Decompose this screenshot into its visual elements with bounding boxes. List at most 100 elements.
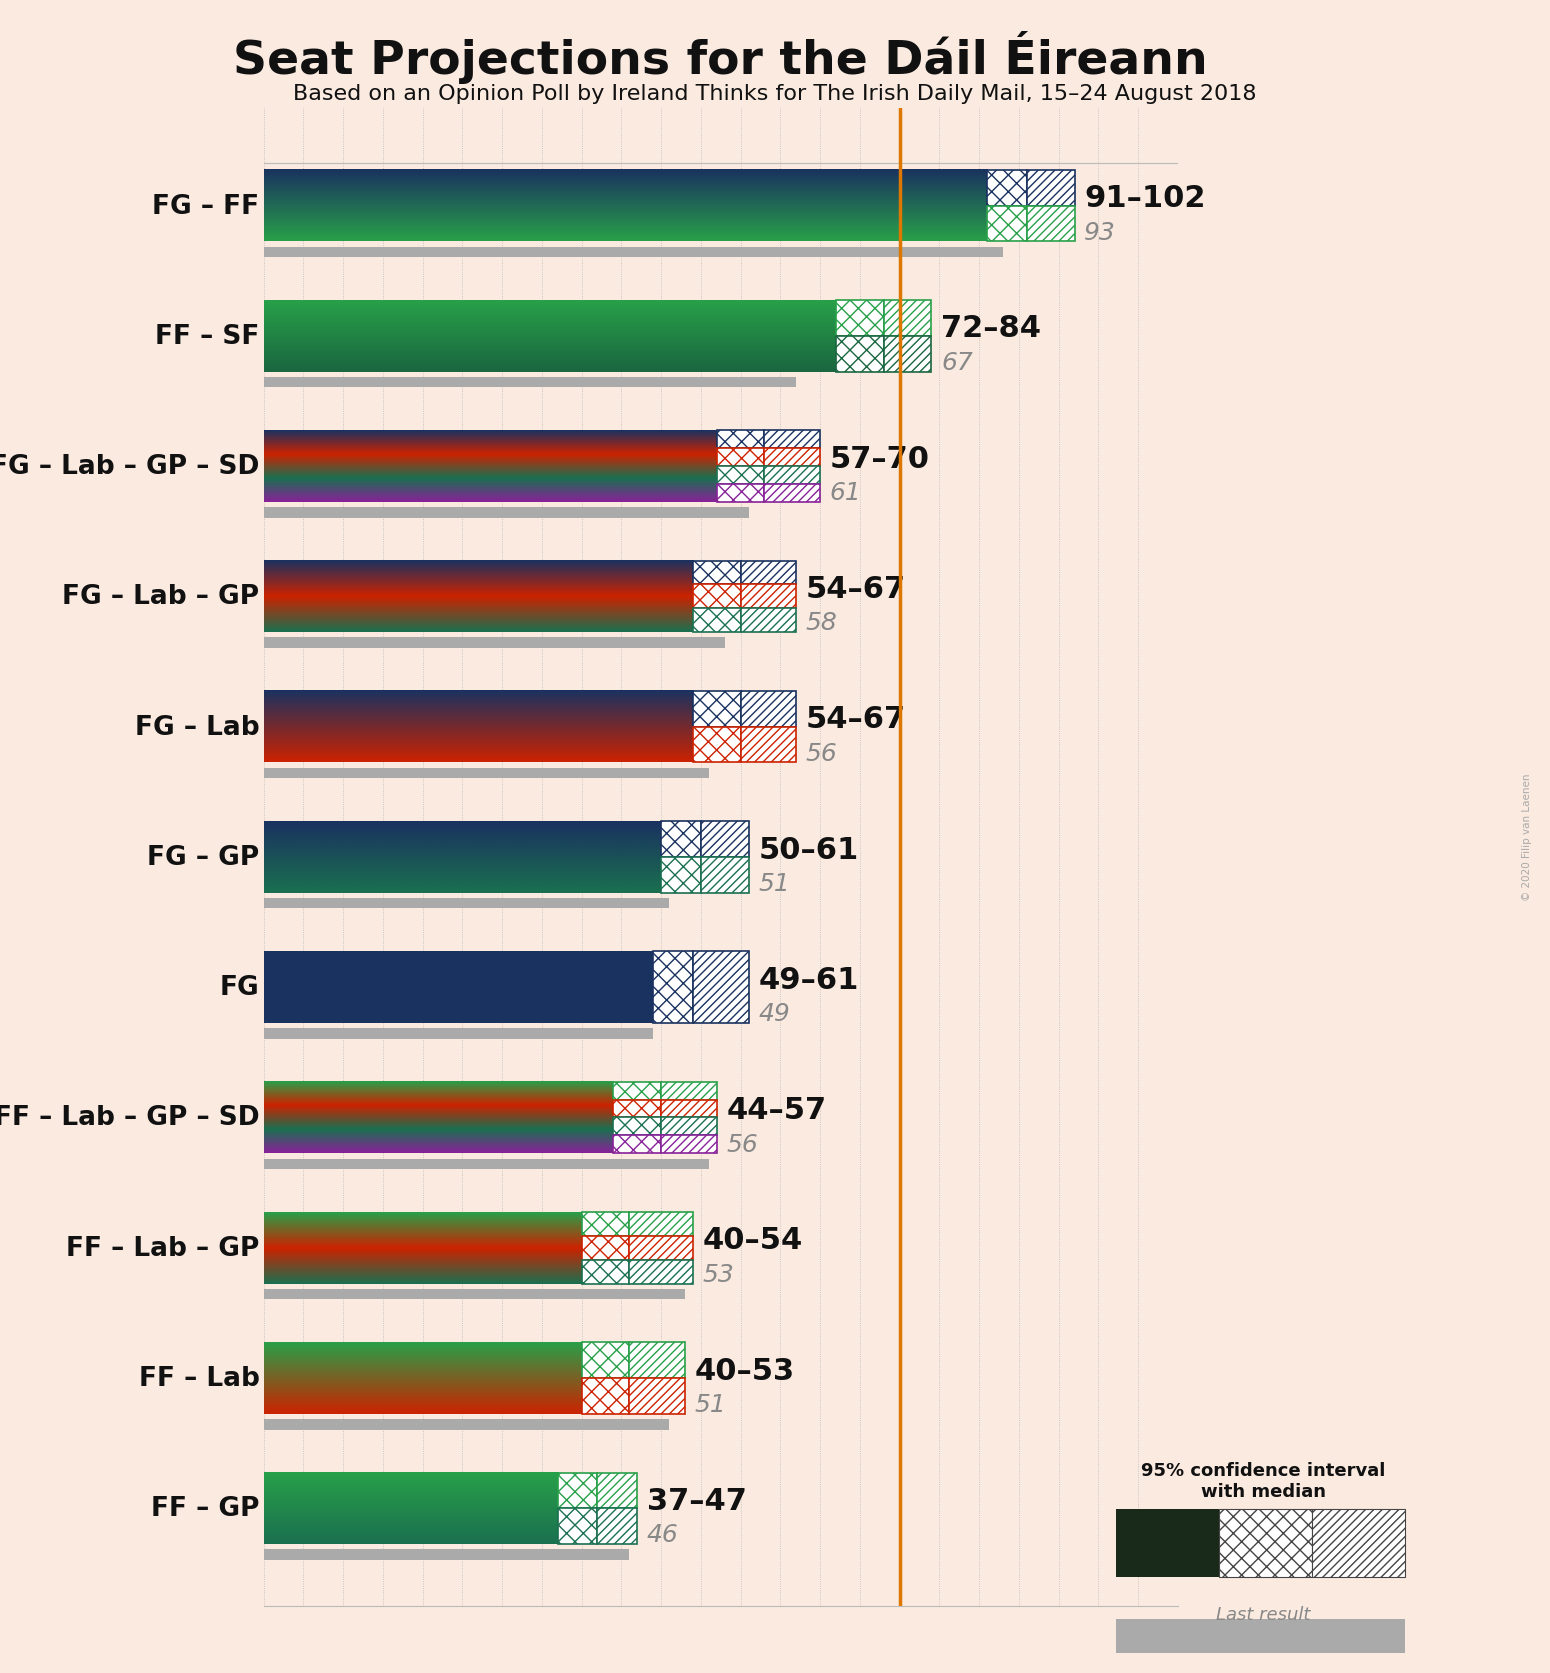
Text: 44–57: 44–57 (727, 1096, 826, 1124)
Bar (716, 448, 764, 467)
Bar (693, 728, 741, 763)
Bar (701, 857, 749, 893)
Bar (581, 1260, 629, 1283)
Bar (987, 206, 1028, 243)
Text: 40–54: 40–54 (702, 1226, 803, 1255)
Bar (597, 1509, 637, 1544)
Bar (764, 485, 820, 502)
Bar (1116, 1509, 1220, 1578)
Text: 91–102: 91–102 (1083, 184, 1206, 212)
Text: 49: 49 (758, 1002, 790, 1026)
Bar (662, 1082, 716, 1099)
Bar (716, 432, 764, 448)
Bar (693, 952, 749, 1024)
Bar (662, 1136, 716, 1154)
Bar (264, 248, 1003, 258)
Bar (264, 637, 725, 649)
Text: 46: 46 (646, 1522, 679, 1546)
Bar (662, 821, 701, 858)
Bar (264, 1029, 653, 1039)
Bar (264, 768, 708, 778)
Bar (883, 301, 932, 336)
Text: 57–70: 57–70 (829, 445, 930, 473)
Bar (614, 1082, 662, 1099)
Text: FG – GP: FG – GP (147, 845, 259, 870)
Bar (741, 560, 797, 586)
Bar (614, 1136, 662, 1154)
Bar (614, 1099, 662, 1118)
Text: FF – GP: FF – GP (150, 1496, 259, 1521)
Text: 40–53: 40–53 (694, 1355, 795, 1385)
Bar (741, 609, 797, 632)
Text: 93: 93 (1083, 221, 1116, 244)
Text: FG – Lab – GP: FG – Lab – GP (62, 584, 259, 611)
Text: 51: 51 (758, 872, 790, 895)
Bar (581, 1236, 629, 1260)
Title: Seat Projections for the Dáil Éireann: Seat Projections for the Dáil Éireann (234, 32, 1207, 84)
Bar (662, 1118, 716, 1136)
Text: FG: FG (220, 975, 259, 1000)
Bar (558, 1472, 597, 1509)
Bar (264, 1288, 685, 1300)
Text: FG – Lab – GP – SD: FG – Lab – GP – SD (0, 453, 259, 480)
Text: FF – SF: FF – SF (155, 323, 259, 350)
Text: 53: 53 (702, 1261, 735, 1287)
Bar (987, 171, 1028, 206)
Bar (693, 609, 741, 632)
Text: © 2020 Filip van Laenen: © 2020 Filip van Laenen (1522, 773, 1531, 900)
Bar (1028, 206, 1074, 243)
Bar (693, 586, 741, 609)
Bar (264, 898, 670, 908)
Text: FG – FF: FG – FF (152, 194, 259, 219)
Text: 51: 51 (694, 1392, 727, 1417)
Bar (716, 485, 764, 502)
Bar (581, 1213, 629, 1236)
Bar (1220, 1509, 1313, 1578)
Bar (653, 952, 693, 1024)
Text: Based on an Opinion Poll by Ireland Thinks for The Irish Daily Mail, 15–24 Augus: Based on an Opinion Poll by Ireland Thin… (293, 84, 1257, 104)
Bar (835, 301, 883, 336)
Bar (264, 1159, 708, 1169)
Bar (558, 1509, 597, 1544)
Bar (693, 560, 741, 586)
Bar (581, 1342, 629, 1379)
Text: FF – Lab – GP: FF – Lab – GP (67, 1235, 259, 1261)
Bar (629, 1260, 693, 1283)
Text: 72–84: 72–84 (941, 315, 1042, 343)
Text: 54–67: 54–67 (806, 704, 905, 734)
Bar (264, 1549, 629, 1559)
Bar (701, 821, 749, 858)
Text: 67: 67 (941, 351, 973, 375)
Bar (741, 728, 797, 763)
Bar (629, 1213, 693, 1236)
Bar (614, 1118, 662, 1136)
Bar (597, 1472, 637, 1509)
Text: 61: 61 (829, 480, 862, 505)
Text: 58: 58 (806, 611, 837, 636)
Text: FG – Lab: FG – Lab (135, 714, 259, 739)
Bar (741, 691, 797, 728)
Bar (1313, 1509, 1406, 1578)
Text: 95% confidence interval
with median: 95% confidence interval with median (1141, 1461, 1386, 1501)
Bar (581, 1379, 629, 1414)
Bar (764, 448, 820, 467)
Bar (629, 1379, 685, 1414)
Text: 56: 56 (806, 741, 837, 765)
Bar (764, 432, 820, 448)
Bar (693, 691, 741, 728)
Bar (883, 336, 932, 373)
Bar (741, 586, 797, 609)
Text: 49–61: 49–61 (758, 965, 859, 994)
Bar (662, 857, 701, 893)
Text: 56: 56 (727, 1133, 758, 1156)
Bar (1028, 171, 1074, 206)
Text: Last result: Last result (1217, 1606, 1310, 1623)
Bar (264, 952, 653, 1024)
Bar (629, 1342, 685, 1379)
Bar (264, 378, 797, 388)
Text: 37–47: 37–47 (646, 1486, 747, 1516)
Text: FF – Lab – GP – SD: FF – Lab – GP – SD (0, 1104, 259, 1131)
Text: FF – Lab: FF – Lab (138, 1365, 259, 1392)
Bar (264, 1419, 670, 1430)
Bar (716, 467, 764, 485)
